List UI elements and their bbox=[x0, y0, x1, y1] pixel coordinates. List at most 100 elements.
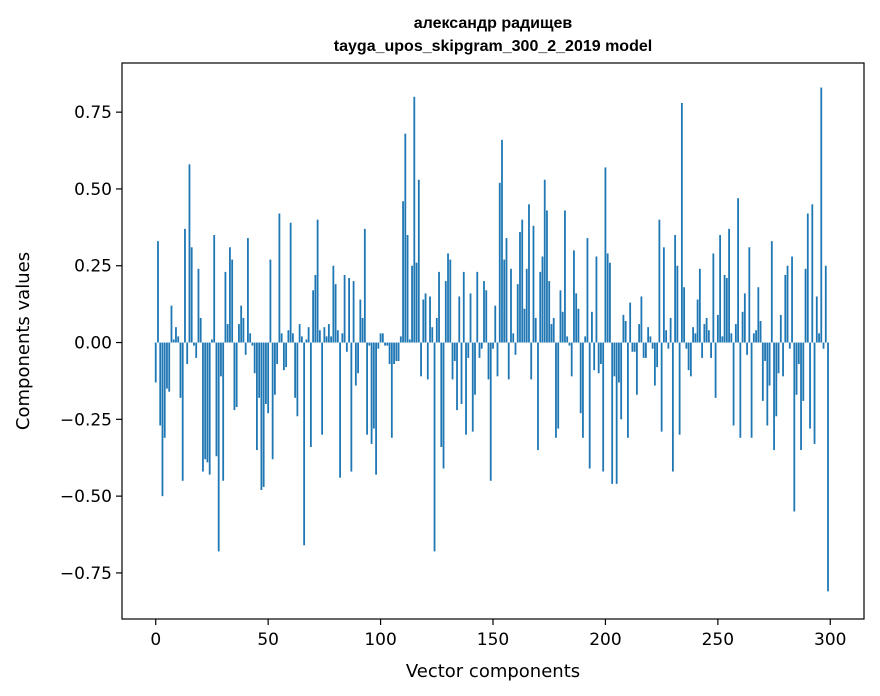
bar-107 bbox=[395, 342, 398, 361]
bar-30 bbox=[222, 342, 225, 481]
bar-252 bbox=[721, 336, 724, 343]
bar-208 bbox=[622, 314, 625, 343]
bar-230 bbox=[671, 342, 674, 472]
bar-102 bbox=[384, 342, 386, 346]
bar-63 bbox=[296, 342, 299, 417]
bar-290 bbox=[806, 213, 809, 343]
bar-179 bbox=[557, 342, 560, 429]
bar-199 bbox=[602, 342, 605, 472]
bar-67 bbox=[305, 339, 308, 343]
bar-281 bbox=[786, 265, 789, 343]
bar-96 bbox=[370, 342, 373, 444]
bar-202 bbox=[609, 262, 611, 343]
bar-79 bbox=[332, 265, 335, 343]
bar-194 bbox=[591, 311, 593, 343]
bar-276 bbox=[775, 342, 778, 417]
bar-291 bbox=[809, 342, 811, 429]
bar-157 bbox=[507, 342, 510, 380]
bar-265 bbox=[750, 342, 753, 438]
bar-207 bbox=[620, 342, 623, 420]
bar-266 bbox=[752, 333, 755, 343]
y-tick-label: −0.50 bbox=[60, 487, 112, 507]
bar-170 bbox=[537, 342, 539, 451]
bar-61 bbox=[291, 333, 294, 343]
bar-36 bbox=[235, 342, 238, 408]
bar-118 bbox=[420, 342, 422, 377]
y-tick-label: 0.25 bbox=[74, 257, 112, 277]
bar-14 bbox=[186, 342, 189, 365]
bar-68 bbox=[307, 327, 310, 343]
bar-70 bbox=[312, 290, 315, 343]
bar-88 bbox=[352, 281, 355, 343]
bar-54 bbox=[276, 342, 279, 365]
x-tick-label: 250 bbox=[702, 630, 734, 650]
bar-193 bbox=[588, 342, 591, 469]
bar-134 bbox=[456, 342, 458, 411]
bar-103 bbox=[386, 342, 389, 346]
bar-293 bbox=[813, 342, 816, 444]
bar-156 bbox=[505, 238, 508, 343]
plot-area bbox=[122, 63, 864, 619]
bar-17 bbox=[193, 342, 195, 346]
bar-211 bbox=[629, 302, 632, 343]
bar-21 bbox=[202, 342, 204, 472]
bar-64 bbox=[298, 324, 301, 343]
bar-29 bbox=[220, 342, 222, 377]
bar-3 bbox=[161, 342, 164, 497]
bar-37 bbox=[238, 324, 240, 343]
bar-73 bbox=[318, 330, 321, 343]
x-tick-label: 0 bbox=[150, 630, 161, 650]
bar-144 bbox=[478, 342, 481, 358]
bar-196 bbox=[595, 256, 598, 343]
bar-113 bbox=[408, 339, 411, 343]
bar-10 bbox=[177, 336, 180, 343]
bar-161 bbox=[516, 284, 519, 343]
bar-146 bbox=[483, 281, 485, 343]
y-tick-label: −0.25 bbox=[60, 410, 112, 430]
bar-128 bbox=[442, 342, 445, 469]
bar-121 bbox=[426, 342, 429, 380]
bar-105 bbox=[390, 342, 393, 438]
bar-84 bbox=[343, 274, 346, 343]
bar-239 bbox=[692, 327, 695, 343]
y-tick-label: 0.50 bbox=[74, 180, 112, 200]
bar-292 bbox=[811, 204, 814, 343]
bar-153 bbox=[498, 182, 501, 343]
y-tick-label: 0.75 bbox=[74, 103, 112, 123]
bar-52 bbox=[271, 342, 274, 460]
bar-201 bbox=[606, 253, 609, 343]
bar-38 bbox=[240, 305, 243, 343]
bar-126 bbox=[438, 271, 440, 343]
bar-190 bbox=[582, 342, 584, 438]
bar-32 bbox=[226, 324, 229, 343]
bar-279 bbox=[782, 342, 784, 377]
bar-235 bbox=[683, 287, 686, 343]
bar-50 bbox=[267, 342, 270, 414]
bar-39 bbox=[242, 317, 245, 343]
bar-75 bbox=[323, 327, 326, 343]
bar-139 bbox=[467, 342, 470, 358]
bar-6 bbox=[168, 342, 171, 392]
bar-111 bbox=[404, 133, 407, 343]
x-axis: 0 50 100 150 200 250 300 bbox=[150, 619, 846, 650]
bar-124 bbox=[433, 342, 436, 552]
bar-241 bbox=[696, 299, 699, 343]
bar-125 bbox=[435, 317, 438, 343]
y-axis-label: Components values bbox=[13, 252, 34, 430]
bar-15 bbox=[188, 164, 191, 343]
bar-204 bbox=[613, 342, 616, 377]
bar-160 bbox=[514, 342, 517, 355]
bar-4 bbox=[163, 342, 166, 438]
bar-286 bbox=[797, 342, 800, 365]
bar-280 bbox=[784, 274, 787, 343]
bar-206 bbox=[618, 342, 620, 383]
bar-53 bbox=[274, 342, 276, 395]
bar-215 bbox=[638, 324, 641, 343]
bar-74 bbox=[321, 342, 324, 435]
bar-187 bbox=[575, 293, 578, 343]
bar-294 bbox=[815, 296, 818, 343]
bar-256 bbox=[730, 333, 733, 343]
bar-250 bbox=[716, 314, 719, 343]
bar-205 bbox=[615, 342, 618, 484]
bar-249 bbox=[714, 342, 717, 398]
